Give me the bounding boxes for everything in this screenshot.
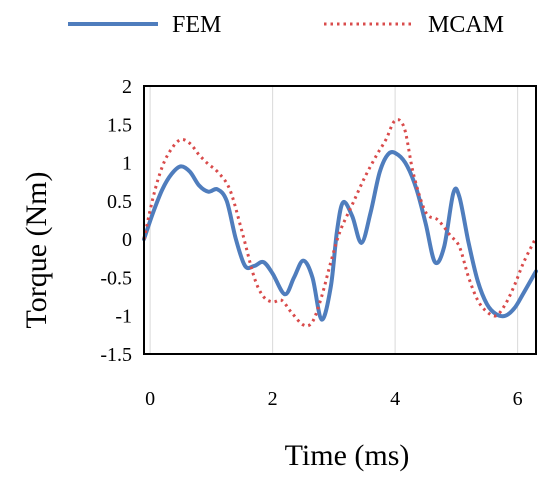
y-tick-labels: 2 1.5 1 0.5 0 -0.5 -1 -1.5	[100, 76, 132, 366]
y-tick-label: 1	[122, 153, 132, 175]
y-tick-label: 2	[122, 76, 132, 98]
y-tick-label: -1.5	[100, 344, 132, 366]
y-axis-title: Torque (Nm)	[20, 171, 53, 328]
y-tick-label: 0.5	[107, 191, 132, 213]
x-tick-label: 4	[390, 388, 400, 410]
y-tick-label: -1	[115, 306, 132, 328]
x-axis-title: Time (ms)	[285, 439, 410, 472]
legend-label-mcam: MCAM	[428, 12, 504, 38]
y-tick-label: 0	[122, 229, 132, 251]
x-tick-labels: 0 2 4 6	[145, 388, 523, 410]
x-tick-label: 0	[145, 388, 155, 410]
series-line-mcam	[142, 118, 538, 328]
x-tick-label: 2	[268, 388, 278, 410]
y-tick-label: -0.5	[100, 267, 132, 289]
series-line-fem	[142, 150, 538, 322]
legend-label-fem: FEM	[172, 12, 221, 38]
plot-frame	[143, 85, 537, 355]
y-tick-label: 1.5	[107, 114, 132, 136]
x-tick-label: 6	[513, 388, 523, 410]
plot-area-border	[143, 85, 537, 355]
legend: FEM MCAM	[68, 12, 504, 38]
series-group	[142, 118, 538, 328]
